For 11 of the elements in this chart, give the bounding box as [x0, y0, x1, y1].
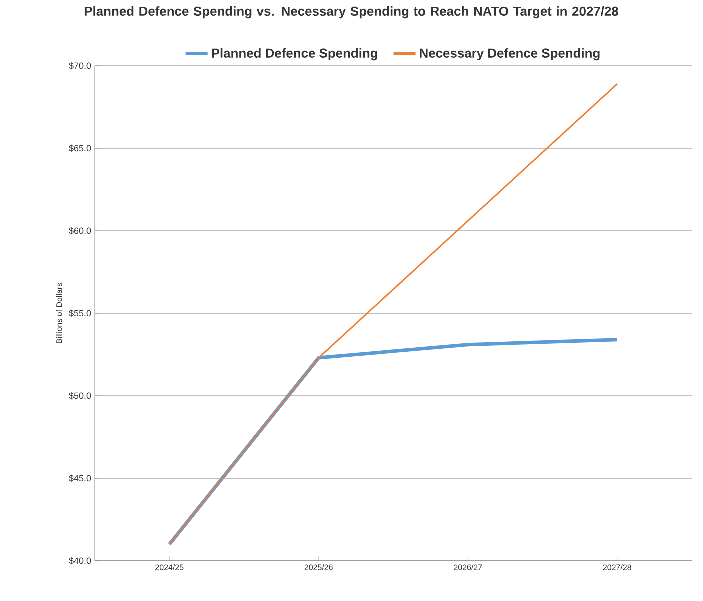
y-tick-label: $40.0 [69, 557, 92, 565]
legend-label: Planned Defence Spending [212, 48, 378, 61]
y-tick-label: $50.0 [69, 392, 92, 400]
y-tick-label: $55.0 [69, 310, 92, 318]
y-tick-label: $65.0 [69, 144, 92, 152]
legend-label: Necessary Defence Spending [420, 48, 600, 61]
chart-title: Planned Defence Spending vs. Necessary Spending to Reach NATO Target in 2027/28 [84, 6, 618, 19]
y-tick-label: $60.0 [69, 227, 92, 235]
y-tick-label: $70.0 [69, 62, 92, 70]
line-series [168, 83, 618, 546]
y-tick-label: $45.0 [69, 474, 92, 482]
